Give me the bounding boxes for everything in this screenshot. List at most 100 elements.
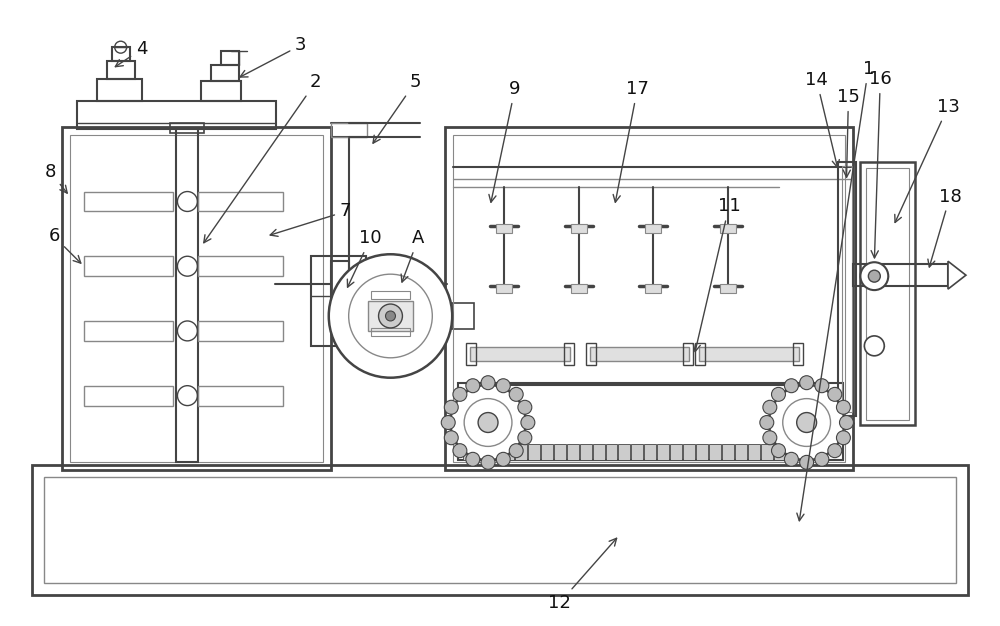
Circle shape <box>466 379 480 393</box>
Bar <box>368 301 413 331</box>
Bar <box>445 127 853 470</box>
Bar <box>580 444 592 460</box>
Bar <box>62 127 331 470</box>
Bar <box>586 343 596 365</box>
Bar <box>618 444 630 460</box>
Bar <box>774 444 786 460</box>
Bar <box>853 264 948 286</box>
Bar <box>97 79 142 101</box>
Bar <box>695 343 705 365</box>
Bar <box>838 162 856 416</box>
Circle shape <box>800 455 814 470</box>
Circle shape <box>772 387 785 401</box>
Bar <box>644 444 656 460</box>
Bar <box>528 444 540 460</box>
Bar <box>32 465 968 595</box>
Circle shape <box>860 262 888 290</box>
Text: 11: 11 <box>693 197 740 352</box>
Circle shape <box>441 416 455 429</box>
Bar <box>198 321 283 341</box>
Circle shape <box>453 444 467 458</box>
Bar <box>683 343 693 365</box>
Bar <box>84 192 173 212</box>
Bar <box>331 261 349 306</box>
Bar <box>722 444 734 460</box>
Bar <box>84 256 173 276</box>
Circle shape <box>453 387 467 401</box>
Bar <box>554 444 566 460</box>
Bar <box>198 192 283 212</box>
Bar <box>564 343 574 365</box>
Bar <box>489 444 501 460</box>
Circle shape <box>521 416 535 429</box>
Bar <box>453 135 845 463</box>
Text: 16: 16 <box>869 70 892 258</box>
Bar <box>800 444 812 460</box>
Bar <box>476 444 488 460</box>
Bar <box>567 444 579 460</box>
Bar <box>452 303 474 329</box>
Bar <box>645 284 661 293</box>
Circle shape <box>518 431 532 444</box>
Text: 2: 2 <box>204 73 322 243</box>
Bar <box>84 386 173 406</box>
Bar <box>541 444 553 460</box>
Text: 12: 12 <box>548 538 617 612</box>
Text: 8: 8 <box>44 163 67 193</box>
Circle shape <box>815 379 829 393</box>
Bar <box>761 444 773 460</box>
Bar <box>748 444 760 460</box>
Bar <box>696 444 708 460</box>
Text: 14: 14 <box>805 71 839 167</box>
Circle shape <box>784 453 798 466</box>
Circle shape <box>763 400 777 414</box>
Bar <box>866 168 909 419</box>
Text: 10: 10 <box>347 229 382 287</box>
Circle shape <box>444 400 458 414</box>
Bar <box>720 224 736 233</box>
Bar <box>470 347 570 361</box>
Bar <box>107 61 135 79</box>
Text: 9: 9 <box>489 80 521 202</box>
Circle shape <box>444 431 458 444</box>
Bar <box>198 386 283 406</box>
Circle shape <box>329 254 452 377</box>
Text: 6: 6 <box>48 227 81 263</box>
Circle shape <box>836 400 850 414</box>
Bar <box>793 343 803 365</box>
Bar <box>502 444 514 460</box>
Bar <box>496 284 512 293</box>
Bar <box>331 123 367 137</box>
Bar <box>458 382 843 460</box>
Bar <box>842 166 852 411</box>
Bar <box>371 291 410 299</box>
Bar <box>84 321 173 341</box>
Bar <box>631 444 643 460</box>
Circle shape <box>509 444 523 458</box>
Bar <box>657 444 669 460</box>
Text: 13: 13 <box>895 98 959 222</box>
Circle shape <box>481 455 495 470</box>
Circle shape <box>466 453 480 466</box>
Circle shape <box>868 270 880 282</box>
Bar <box>70 135 323 463</box>
Circle shape <box>828 387 842 401</box>
Text: 17: 17 <box>613 80 649 202</box>
Circle shape <box>496 453 510 466</box>
Circle shape <box>450 385 526 460</box>
Bar <box>699 347 799 361</box>
Text: 3: 3 <box>240 36 307 77</box>
Text: 1: 1 <box>797 60 874 521</box>
Text: 15: 15 <box>837 88 860 177</box>
Circle shape <box>864 336 884 356</box>
Bar <box>44 477 956 583</box>
Bar <box>571 284 587 293</box>
Bar <box>311 256 366 346</box>
Bar <box>735 444 747 460</box>
Bar <box>496 224 512 233</box>
Bar <box>860 162 915 426</box>
Bar <box>720 284 736 293</box>
Bar <box>606 444 617 460</box>
Circle shape <box>815 453 829 466</box>
Circle shape <box>379 304 402 328</box>
